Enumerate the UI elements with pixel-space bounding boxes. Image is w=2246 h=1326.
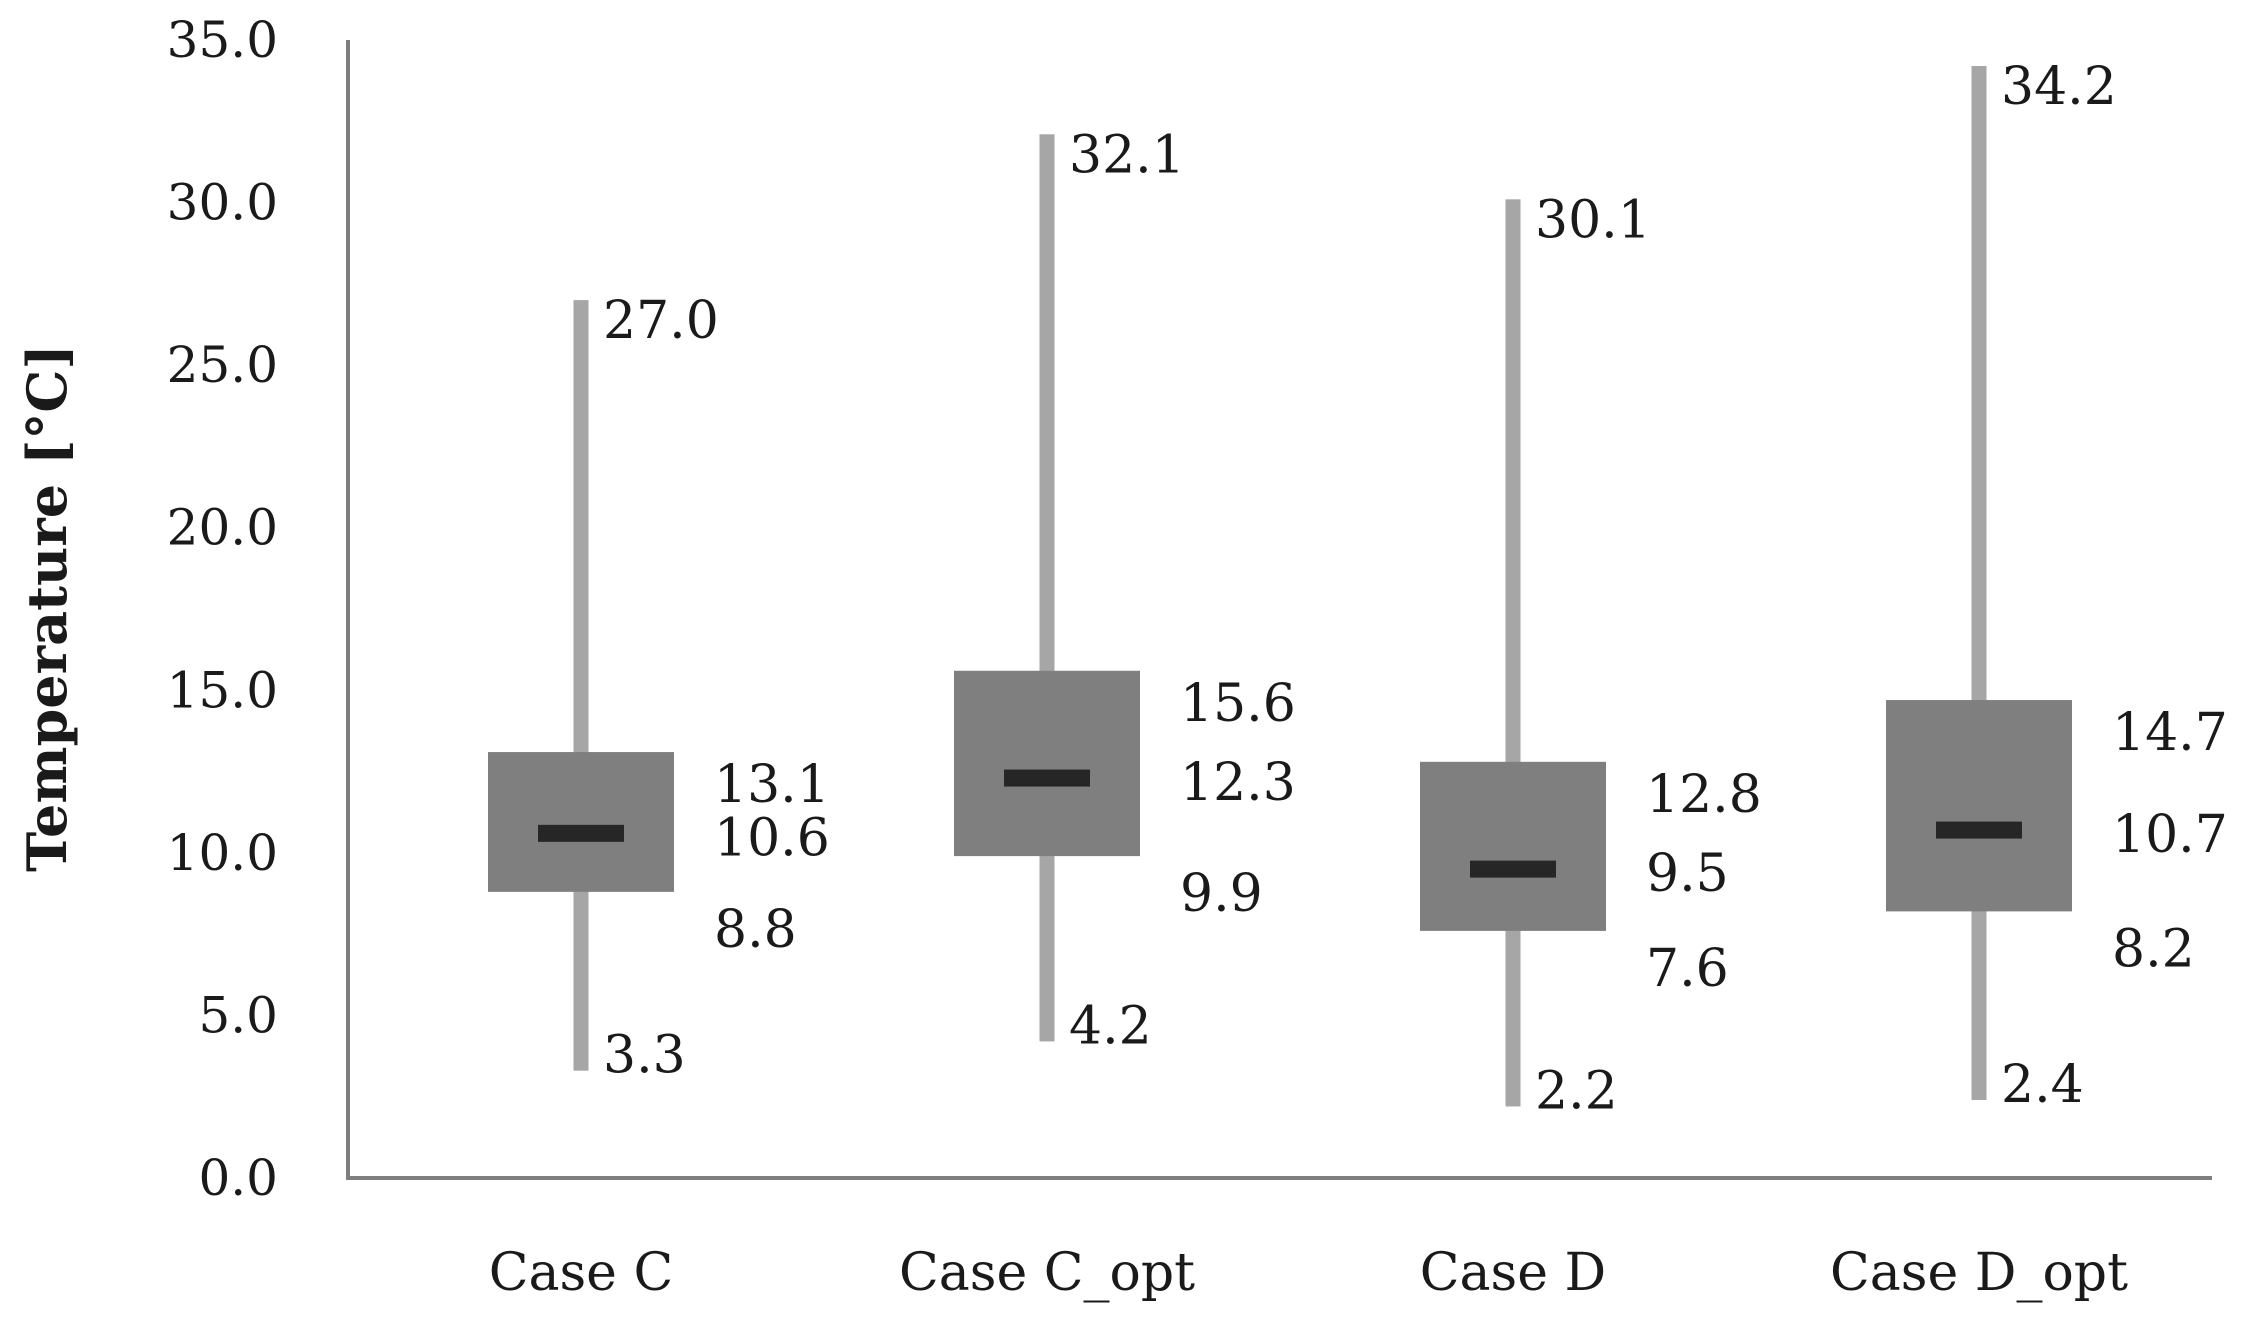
data-label-q1: 7.6: [1646, 939, 1729, 999]
data-label-median: 10.7: [2112, 805, 2228, 865]
y-tick-label: 0.0: [198, 1149, 278, 1207]
iqr-box: [1420, 761, 1606, 931]
data-label-q3: 13.1: [714, 755, 830, 815]
data-label-min: 3.3: [603, 1026, 686, 1086]
whisker: [1039, 134, 1055, 1042]
data-label-median: 9.5: [1646, 844, 1729, 904]
box-group: 30.1 2.2 12.8 9.5 7.6: [1420, 190, 1762, 1121]
data-label-median: 12.3: [1180, 753, 1296, 813]
data-label-q3: 14.7: [2112, 703, 2228, 763]
y-tick-label: 25.0: [167, 336, 278, 394]
y-tick-label: 10.0: [167, 824, 278, 882]
y-tick-label: 15.0: [167, 661, 278, 719]
whisker: [1971, 66, 1987, 1100]
iqr-box: [954, 670, 1140, 857]
data-label-min: 4.2: [1069, 996, 1152, 1056]
y-tick-labels: 0.0 5.0 10.0 15.0 20.0 25.0 30.0 35.0: [167, 11, 278, 1207]
box-group: 27.0 3.3 13.110.6 8.8: [488, 291, 830, 1086]
boxes: 27.0 3.3 13.110.6 8.8 32.1 4.2 15.6 12.3 9.9 30.1…: [488, 57, 2228, 1121]
data-label-q1: 8.2: [2112, 919, 2195, 979]
y-tick-label: 30.0: [167, 174, 278, 232]
axes: [346, 40, 2212, 1180]
data-label-min: 2.2: [1535, 1061, 1618, 1121]
x-category-label: Case D: [1420, 1243, 1606, 1303]
data-label-max: 34.2: [2001, 57, 2117, 117]
median-marker: [1470, 860, 1556, 878]
y-axis-title: Temperature [°C]: [15, 344, 79, 872]
median-marker: [1004, 769, 1090, 787]
iqr-box: [488, 752, 674, 892]
data-label-max: 27.0: [603, 291, 719, 351]
x-category-labels: Case C Case C_opt Case D Case D_opt: [489, 1243, 2128, 1303]
data-label-median: 10.6: [714, 808, 830, 868]
median-marker: [538, 824, 624, 842]
data-label-max: 32.1: [1069, 125, 1185, 185]
x-category-label: Case C_opt: [899, 1243, 1195, 1303]
data-label-max: 30.1: [1535, 190, 1651, 250]
data-label-q3: 12.8: [1646, 765, 1762, 825]
y-tick-label: 20.0: [167, 499, 278, 557]
data-label-min: 2.4: [2001, 1055, 2084, 1115]
y-tick-label: 5.0: [198, 986, 278, 1044]
x-category-label: Case C: [489, 1243, 674, 1303]
iqr-box: [1886, 700, 2072, 912]
data-label-q3: 15.6: [1180, 674, 1296, 734]
whisker: [1505, 199, 1521, 1107]
data-label-q1: 8.8: [714, 900, 797, 960]
y-tick-label: 35.0: [167, 11, 278, 69]
whisker: [573, 300, 589, 1071]
x-category-label: Case D_opt: [1830, 1243, 2128, 1303]
median-marker: [1936, 821, 2022, 839]
box-group: 34.2 2.4 14.7 10.7 8.2: [1886, 57, 2228, 1115]
box-group: 32.1 4.2 15.6 12.3 9.9: [954, 125, 1296, 1056]
data-label-q1: 9.9: [1180, 864, 1263, 924]
